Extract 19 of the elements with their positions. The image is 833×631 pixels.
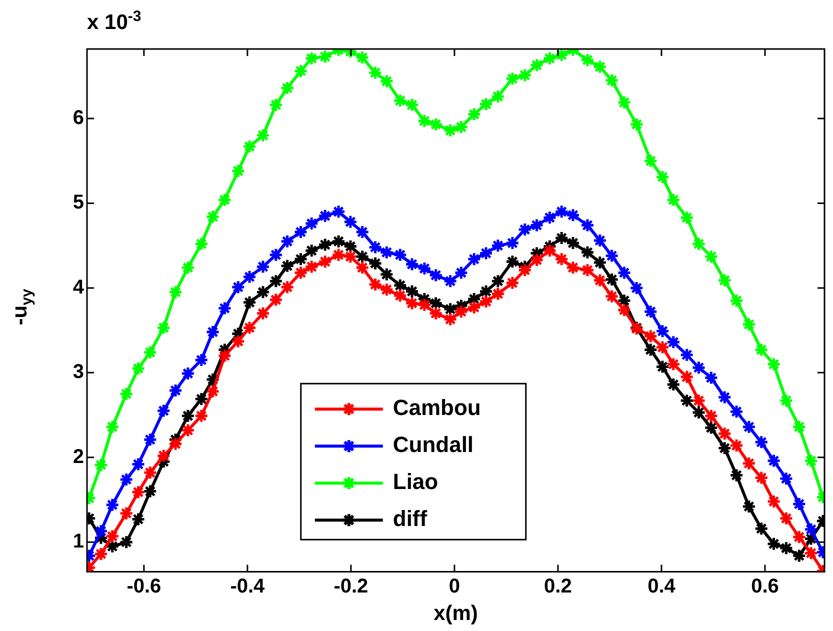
x-tick-label: -0.6 [126, 575, 162, 598]
y-tick-label: 2 [72, 446, 84, 468]
x-tick-label: -0.2 [334, 575, 368, 598]
x-tick-label: 0.4 [648, 575, 676, 598]
legend-label: diff [392, 506, 428, 532]
x-tick-label: 0.2 [544, 575, 572, 598]
x-axis-title: x(m) [434, 602, 478, 626]
legend-label: Cundall [392, 432, 474, 458]
legend-label: Cambou [392, 395, 481, 420]
x-tick-label: 0.6 [751, 575, 779, 598]
y-tick-label: 1 [72, 530, 84, 553]
text: x 10$^{-3}$ [87, 8, 142, 35]
y-tick-label: 4 [72, 276, 85, 298]
legend-label: Liao [392, 469, 438, 494]
y-tick-label: 6 [72, 106, 84, 129]
y-tick-label: 3 [72, 361, 84, 384]
x-tick-label: -0.4 [230, 575, 266, 598]
x-tick-label: 0 [448, 575, 460, 598]
y-tick-label: 5 [72, 192, 84, 214]
